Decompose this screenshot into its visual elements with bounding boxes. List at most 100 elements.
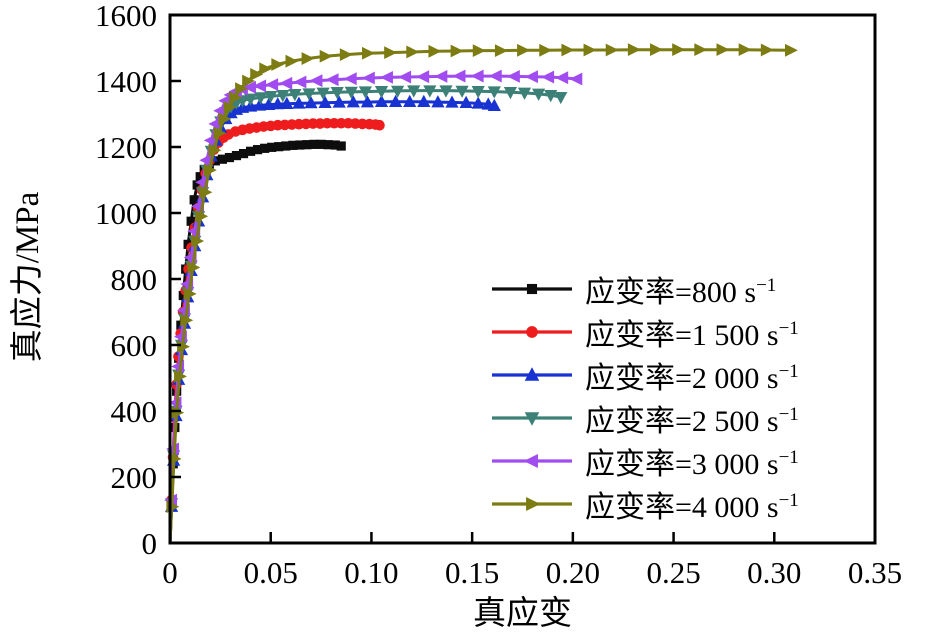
series-marker — [208, 117, 222, 131]
series-marker — [439, 85, 453, 98]
series-marker — [561, 43, 575, 57]
series-marker — [186, 216, 196, 226]
series-marker — [539, 43, 553, 57]
legend-marker-triangle-down-icon — [492, 411, 572, 426]
series-marker — [583, 43, 597, 57]
y-tick-label: 1200 — [95, 130, 157, 165]
series-marker — [231, 150, 242, 161]
series-marker — [192, 180, 202, 190]
series-marker — [738, 43, 752, 57]
series-marker — [302, 88, 316, 101]
x-tick-label: 0.20 — [546, 555, 600, 590]
series-marker — [245, 146, 256, 156]
y-tick-label: 1600 — [95, 0, 157, 33]
series-marker — [174, 369, 187, 383]
series-marker — [532, 88, 546, 101]
series-marker — [374, 119, 385, 131]
plot-border — [168, 13, 877, 545]
y-tick-label: 600 — [111, 328, 158, 363]
y-tick-label: 1400 — [95, 64, 157, 99]
series-marker — [253, 145, 263, 155]
series-marker — [391, 85, 405, 98]
legend-row: 应变率=800 s−1 — [490, 267, 799, 310]
series-marker — [361, 71, 375, 85]
series-marker — [243, 93, 258, 106]
series-marker — [434, 69, 448, 83]
series-marker — [374, 94, 389, 107]
series-marker — [276, 89, 290, 103]
series-marker — [488, 69, 502, 83]
series-marker — [554, 91, 568, 105]
series-marker — [195, 172, 205, 182]
series-marker — [319, 49, 333, 63]
series-marker — [199, 185, 213, 199]
series-marker — [183, 287, 197, 301]
series-marker — [339, 48, 353, 61]
series-marker — [180, 313, 194, 327]
series-marker — [213, 126, 227, 140]
y-axis-title: 真应力/MPa — [10, 191, 46, 363]
series-marker — [525, 70, 538, 84]
series-marker — [309, 139, 319, 149]
legend-marker-square-icon — [492, 283, 572, 294]
series-marker — [672, 43, 686, 57]
series-marker — [238, 149, 249, 159]
series-marker — [506, 69, 520, 83]
series-marker — [267, 142, 277, 152]
legend-label: 应变率=3 000 s−1 — [585, 446, 799, 481]
series-marker — [569, 72, 583, 86]
series-marker — [280, 96, 294, 109]
series-marker — [318, 95, 332, 108]
series-marker — [526, 283, 538, 294]
x-tick-label: 0.25 — [646, 555, 700, 590]
chart-legend: 应变率=800 s−1 应变率=1 500 s−1 应变率=2 000 s−1 … — [490, 267, 799, 525]
series-marker — [524, 411, 540, 426]
series-marker — [265, 78, 279, 92]
series-marker — [168, 452, 182, 466]
series-marker — [487, 86, 501, 99]
series-marker — [416, 70, 430, 84]
series-marker — [694, 43, 708, 57]
series-marker — [274, 142, 284, 152]
series-marker — [541, 70, 555, 84]
series-marker — [523, 453, 538, 468]
series-marker — [384, 46, 398, 60]
series-marker — [362, 46, 375, 60]
series-marker — [330, 87, 344, 100]
series-marker — [223, 101, 237, 114]
legend-row: 应变率=1 500 s−1 — [490, 310, 799, 353]
series-marker — [503, 87, 518, 100]
legend-label: 应变率=2 500 s−1 — [585, 403, 799, 438]
legend-label: 应变率=2 000 s−1 — [585, 360, 799, 395]
series-marker — [264, 90, 278, 104]
series-marker — [526, 325, 538, 338]
series-marker — [336, 141, 346, 151]
series-marker — [213, 104, 227, 118]
series-marker — [285, 54, 299, 68]
series-marker — [178, 290, 188, 301]
y-tick-label: 200 — [111, 460, 158, 495]
series-marker — [524, 366, 540, 381]
series-marker — [517, 43, 530, 57]
legend-marker-circle-icon — [492, 325, 572, 338]
series-marker — [224, 152, 235, 163]
series-marker — [218, 112, 232, 126]
x-tick-label: 0 — [162, 555, 178, 590]
legend-row: 应变率=3 000 s−1 — [490, 439, 799, 482]
legend-row: 应变率=2 500 s−1 — [490, 396, 799, 439]
series-marker — [301, 52, 315, 65]
series-marker — [293, 75, 307, 89]
series-marker — [452, 69, 466, 83]
series-marker — [203, 163, 217, 177]
legend-label: 应变率=4 000 s−1 — [585, 489, 799, 524]
series-marker — [470, 69, 484, 83]
series-marker — [487, 98, 501, 111]
series-marker — [271, 97, 285, 110]
series-marker — [330, 140, 340, 150]
y-tick-label: 1000 — [95, 196, 157, 231]
series-marker — [189, 195, 199, 205]
series-marker — [423, 85, 437, 98]
series-marker — [250, 68, 264, 81]
legend-row: 应变率=2 000 s−1 — [490, 353, 799, 396]
